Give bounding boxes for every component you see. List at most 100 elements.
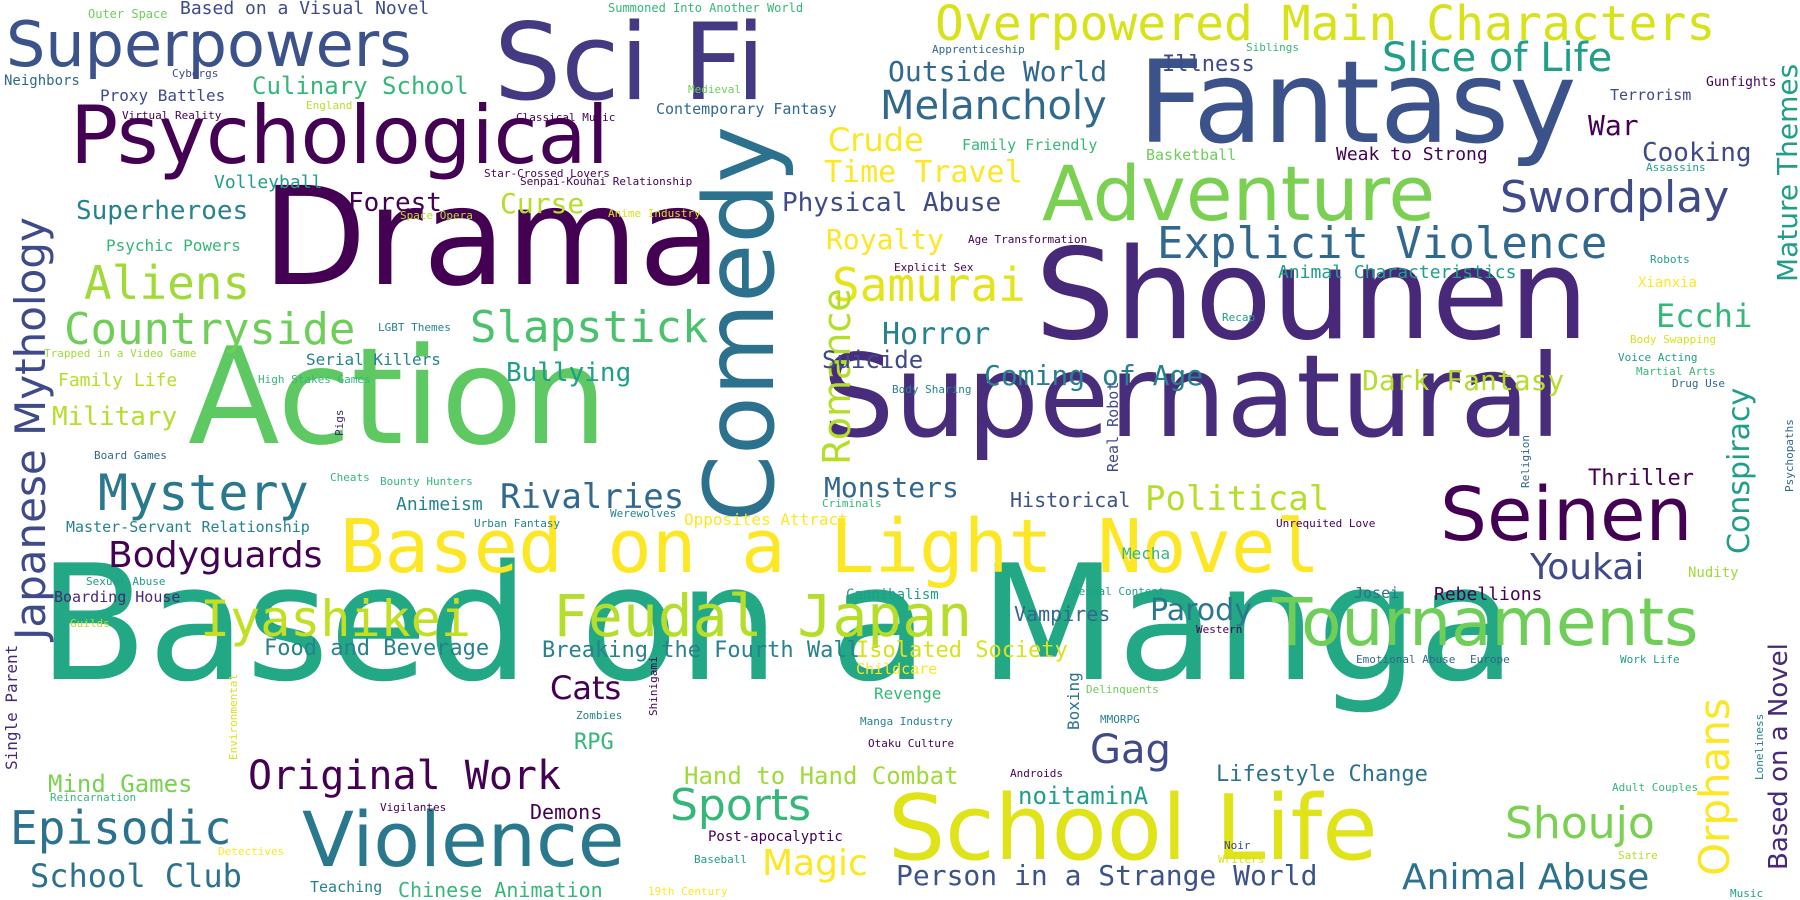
- word-123: Senpai-Kouhai Relationship: [520, 175, 693, 188]
- word-161: Europe: [1470, 653, 1510, 666]
- word-156: Delinquents: [1086, 683, 1159, 696]
- word-93: Boarding House: [54, 588, 181, 606]
- word-34: Youkai: [1530, 547, 1645, 588]
- word-22: Swordplay: [1500, 172, 1730, 223]
- word-124: Space Opera: [400, 209, 473, 222]
- word-138: Werewolves: [610, 507, 677, 520]
- word-153: Shinigami: [647, 656, 660, 716]
- word-72: noitaminA: [1018, 782, 1149, 810]
- word-23: Slice of Life: [1382, 35, 1613, 81]
- word-139: Criminals: [822, 497, 882, 510]
- word-65: Bullying: [506, 358, 632, 388]
- word-56: Ecchi: [1656, 297, 1753, 335]
- word-29: Shoujo: [1505, 798, 1655, 849]
- word-137: Urban Fantasy: [474, 517, 561, 530]
- word-102: Family Friendly: [962, 136, 1098, 154]
- word-118: Medieval: [688, 83, 741, 96]
- word-38: Magic: [762, 843, 868, 884]
- word-18: Iyashikei: [200, 590, 471, 648]
- word-24: Aliens: [84, 256, 251, 310]
- word-128: Assassins: [1646, 161, 1706, 174]
- word-109: Nudity: [1688, 565, 1739, 581]
- word-104: Childcare: [856, 660, 938, 678]
- word-69: Breaking the Fourth Wall: [542, 638, 860, 663]
- word-157: MMORPG: [1100, 713, 1140, 726]
- word-168: Detectives: [218, 845, 285, 858]
- word-116: Virtual Reality: [122, 109, 222, 122]
- word-43: Cats: [550, 669, 622, 707]
- word-114: Outer Space: [88, 7, 168, 21]
- word-140: Recap: [1222, 311, 1256, 324]
- word-103: Basketball: [1146, 146, 1237, 164]
- word-21: Explicit Violence: [1157, 218, 1608, 269]
- word-148: Unrequited Love: [1276, 517, 1376, 530]
- word-75: Illness: [1162, 52, 1255, 77]
- word-1: Action: [188, 319, 608, 475]
- word-48: Horror: [882, 317, 991, 352]
- word-129: Robots: [1650, 253, 1690, 266]
- word-80: Vampires: [1014, 602, 1111, 626]
- word-15: Tournaments: [1272, 584, 1699, 661]
- word-40: Political: [1145, 479, 1330, 519]
- word-99: Opposites Attract: [684, 510, 848, 529]
- word-51: Parody: [1150, 593, 1252, 628]
- word-127: Explicit Sex: [894, 261, 974, 274]
- word-63: Forest: [348, 188, 442, 218]
- word-125: Anime Industry: [608, 207, 701, 220]
- word-155: Otaku Culture: [868, 737, 955, 750]
- word-37: School Club: [30, 857, 242, 895]
- word-62: Superheroes: [76, 196, 249, 226]
- word-89: Animal Characteristics: [1278, 262, 1517, 283]
- word-46: Crude: [828, 121, 924, 159]
- word-55: Monsters: [824, 471, 959, 504]
- word-68: Food and Beverage: [264, 636, 490, 661]
- word-16: Feudal Japan: [553, 582, 973, 650]
- word-61: Curse: [500, 187, 585, 220]
- word-90: Serial Killers: [306, 350, 441, 369]
- word-143: Martial Arts: [1636, 365, 1716, 378]
- word-122: Star-Crossed Lovers: [484, 167, 610, 180]
- word-141: Body Swapping: [1630, 333, 1717, 346]
- word-33: Bodyguards: [108, 535, 323, 576]
- word-111: Post-apocalyptic: [708, 829, 843, 845]
- word-146: Religion: [1519, 435, 1532, 488]
- word-133: Pigs: [333, 409, 346, 437]
- word-19: Mystery: [98, 464, 309, 522]
- word-98: Boxing: [1064, 672, 1083, 730]
- word-9: Based on a Light Novel: [340, 504, 1321, 590]
- word-112: Gunfights: [1706, 75, 1777, 90]
- word-154: Manga Industry: [860, 715, 953, 728]
- word-6: Sci Fi: [494, 1, 766, 124]
- word-52: Conspiracy: [1722, 387, 1757, 554]
- word-162: Work Life: [1620, 653, 1680, 666]
- word-35: Orphans: [1690, 698, 1739, 876]
- word-87: Single Parent: [2, 644, 21, 770]
- word-132: High Stakes Games: [258, 373, 371, 386]
- word-54: Royalty: [826, 223, 945, 256]
- word-44: Mature Themes: [1771, 63, 1800, 282]
- word-50: Dark Fantasy: [1362, 364, 1565, 397]
- word-27: Original Work: [248, 753, 562, 799]
- word-3: Shounen: [1035, 221, 1590, 368]
- word-105: Josei: [1354, 584, 1400, 602]
- word-39: Gag: [1090, 727, 1171, 773]
- word-41: Rivalries: [500, 477, 685, 517]
- word-20: Episodic: [10, 801, 232, 855]
- word-12: Violence: [302, 795, 625, 884]
- word-32: Japanese Mythology: [6, 217, 55, 640]
- word-117: England: [306, 99, 353, 112]
- word-28: Sports: [670, 780, 812, 831]
- word-0: Based on a Manga: [38, 530, 1517, 717]
- word-76: Suicide: [822, 346, 924, 374]
- word-42: Romance: [815, 288, 859, 465]
- word-85: Volleyball: [214, 172, 323, 193]
- word-120: Apprenticeship: [932, 43, 1025, 56]
- word-169: Baseball: [694, 853, 747, 866]
- word-147: Body Sharing: [892, 383, 972, 396]
- word-97: Revenge: [874, 684, 942, 703]
- word-84: Family Life: [58, 370, 178, 391]
- word-14: Overpowered Main Characters: [935, 0, 1716, 52]
- word-88: Weak to Strong: [1336, 144, 1488, 165]
- word-131: LGBT Themes: [378, 321, 451, 334]
